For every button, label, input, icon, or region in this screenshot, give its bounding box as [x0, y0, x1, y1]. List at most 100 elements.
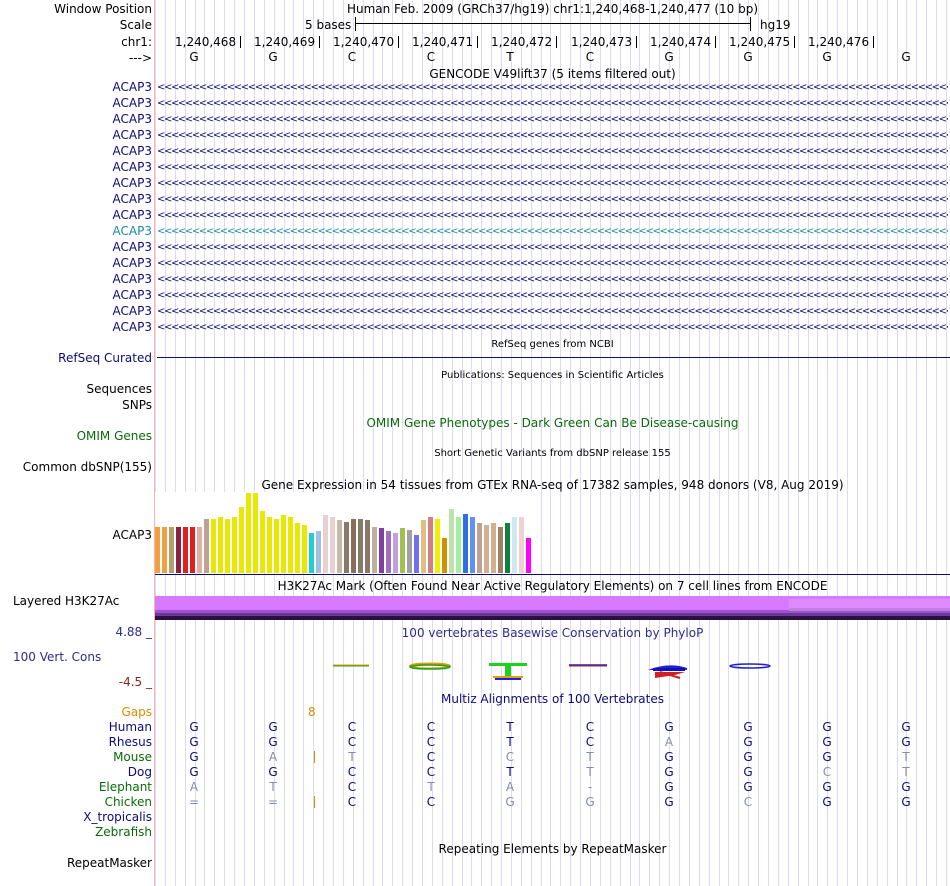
gencode-item-label[interactable]: ACAP3 — [112, 304, 152, 318]
gtex-tissue-bar[interactable] — [239, 507, 244, 573]
gtex-tissue-bar[interactable] — [344, 522, 349, 573]
gtex-tissue-bar[interactable] — [246, 493, 251, 573]
gtex-tissue-bar[interactable] — [470, 517, 475, 573]
gtex-tissue-bar[interactable] — [274, 519, 279, 573]
gtex-tissue-bar[interactable] — [225, 519, 230, 573]
gencode-item-label[interactable]: ACAP3 — [112, 208, 152, 222]
gencode-item-label[interactable]: ACAP3 — [112, 112, 152, 126]
species-label[interactable]: Zebrafish — [95, 825, 152, 839]
gencode-item-label[interactable]: ACAP3 — [112, 288, 152, 302]
gtex-tissue-bar[interactable] — [337, 520, 342, 573]
gencode-item-label[interactable]: ACAP3 — [112, 128, 152, 142]
gencode-gene-line[interactable]: <<<<<<<<<<<<<<<<<<<<<<<<<<<<<<<<<<<<<<<<… — [157, 322, 948, 333]
species-label[interactable]: Elephant — [98, 780, 152, 794]
gtex-tissue-bar[interactable] — [162, 527, 167, 573]
gencode-gene-line[interactable]: <<<<<<<<<<<<<<<<<<<<<<<<<<<<<<<<<<<<<<<<… — [157, 258, 948, 269]
gencode-item-label[interactable]: ACAP3 — [112, 160, 152, 174]
repeatmasker-label[interactable]: RepeatMasker — [66, 856, 152, 870]
gencode-gene-line[interactable]: <<<<<<<<<<<<<<<<<<<<<<<<<<<<<<<<<<<<<<<<… — [157, 146, 948, 157]
gencode-gene-line[interactable]: <<<<<<<<<<<<<<<<<<<<<<<<<<<<<<<<<<<<<<<<… — [157, 162, 948, 173]
species-label[interactable]: Dog — [127, 765, 152, 779]
gtex-tissue-bar[interactable] — [183, 527, 188, 573]
gencode-item-label[interactable]: ACAP3 — [112, 192, 152, 206]
gtex-tissue-bar[interactable] — [505, 523, 510, 573]
cons-label[interactable]: 100 Vert. Cons — [13, 650, 102, 664]
gtex-tissue-bar[interactable] — [365, 520, 370, 573]
gtex-tissue-bar[interactable] — [386, 531, 391, 573]
gencode-gene-line[interactable]: <<<<<<<<<<<<<<<<<<<<<<<<<<<<<<<<<<<<<<<<… — [157, 130, 948, 141]
gtex-tissue-bar[interactable] — [169, 527, 174, 573]
publications-snps-label[interactable]: SNPs — [122, 398, 152, 412]
gtex-tissue-bar[interactable] — [260, 511, 265, 573]
gtex-tissue-bar[interactable] — [323, 515, 328, 573]
gtex-tissue-bar[interactable] — [442, 538, 447, 573]
species-label[interactable]: Rhesus — [108, 735, 152, 749]
gtex-tissue-bar[interactable] — [218, 517, 223, 573]
gtex-tissue-bar[interactable] — [400, 528, 405, 573]
gencode-item-label[interactable]: ACAP3 — [112, 80, 152, 94]
track-image[interactable]: Human Feb. 2009 (GRCh37/hg19) chr1:1,240… — [155, 0, 950, 886]
gtex-tissue-bar[interactable] — [197, 527, 202, 573]
gtex-tissue-bar[interactable] — [491, 523, 496, 573]
h3k27ac-label[interactable]: Layered H3K27Ac — [13, 594, 120, 608]
gencode-gene-line[interactable]: <<<<<<<<<<<<<<<<<<<<<<<<<<<<<<<<<<<<<<<<… — [157, 178, 948, 189]
gtex-tissue-bar[interactable] — [232, 517, 237, 573]
gencode-gene-line[interactable]: <<<<<<<<<<<<<<<<<<<<<<<<<<<<<<<<<<<<<<<<… — [157, 98, 948, 109]
gtex-tissue-bar[interactable] — [281, 515, 286, 573]
gtex-tissue-bar[interactable] — [358, 519, 363, 573]
gtex-tissue-bar[interactable] — [435, 519, 440, 573]
gtex-tissue-bar[interactable] — [372, 527, 377, 573]
gtex-tissue-bar[interactable] — [407, 530, 412, 573]
gtex-tissue-bar[interactable] — [204, 519, 209, 573]
gtex-tissue-bar[interactable] — [428, 517, 433, 573]
cons-logo[interactable] — [155, 650, 950, 690]
gencode-gene-line[interactable]: <<<<<<<<<<<<<<<<<<<<<<<<<<<<<<<<<<<<<<<<… — [157, 210, 948, 221]
gtex-tissue-bar[interactable] — [330, 517, 335, 573]
gencode-item-label[interactable]: ACAP3 — [112, 96, 152, 110]
gencode-gene-line[interactable]: <<<<<<<<<<<<<<<<<<<<<<<<<<<<<<<<<<<<<<<<… — [157, 194, 948, 205]
gtex-tissue-bar[interactable] — [484, 525, 489, 573]
refseq-gene-line[interactable] — [157, 357, 950, 358]
dbsnp-label[interactable]: Common dbSNP(155) — [22, 460, 152, 474]
gtex-tissue-bar[interactable] — [176, 527, 181, 573]
gencode-item-label[interactable]: ACAP3 — [112, 144, 152, 158]
gtex-tissue-bar[interactable] — [512, 517, 517, 573]
gtex-tissue-bar[interactable] — [309, 533, 314, 573]
gencode-gene-line[interactable]: <<<<<<<<<<<<<<<<<<<<<<<<<<<<<<<<<<<<<<<<… — [157, 114, 948, 125]
gtex-tissue-bar[interactable] — [302, 525, 307, 573]
gencode-gene-line[interactable]: <<<<<<<<<<<<<<<<<<<<<<<<<<<<<<<<<<<<<<<<… — [157, 242, 948, 253]
gtex-tissue-bar[interactable] — [190, 527, 195, 573]
refseq-label[interactable]: RefSeq Curated — [58, 351, 152, 365]
gtex-tissue-bar[interactable] — [498, 527, 503, 573]
gencode-item-label[interactable]: ACAP3 — [112, 256, 152, 270]
gtex-tissue-bar[interactable] — [155, 527, 160, 573]
gtex-tissue-bar[interactable] — [414, 535, 419, 573]
species-label[interactable]: X_tropicalis — [83, 810, 152, 824]
gtex-tissue-bar[interactable] — [316, 531, 321, 573]
gtex-tissue-bar[interactable] — [477, 523, 482, 573]
gencode-gene-line[interactable]: <<<<<<<<<<<<<<<<<<<<<<<<<<<<<<<<<<<<<<<<… — [157, 274, 948, 285]
gencode-gene-line[interactable]: <<<<<<<<<<<<<<<<<<<<<<<<<<<<<<<<<<<<<<<<… — [157, 82, 948, 93]
gencode-item-label[interactable]: ACAP3 — [112, 224, 152, 238]
species-label[interactable]: Mouse — [113, 750, 152, 764]
gtex-gene-label[interactable]: ACAP3 — [112, 528, 152, 542]
gtex-tissue-bar[interactable] — [379, 528, 384, 573]
species-label[interactable]: Chicken — [104, 795, 152, 809]
gtex-tissue-bar[interactable] — [253, 493, 258, 573]
gtex-bar-chart[interactable] — [155, 492, 535, 573]
gencode-item-label[interactable]: ACAP3 — [112, 320, 152, 334]
gencode-gene-line[interactable]: <<<<<<<<<<<<<<<<<<<<<<<<<<<<<<<<<<<<<<<<… — [157, 226, 948, 237]
omim-label[interactable]: OMIM Genes — [76, 429, 152, 443]
gtex-tissue-bar[interactable] — [393, 533, 398, 573]
gencode-gene-line[interactable]: <<<<<<<<<<<<<<<<<<<<<<<<<<<<<<<<<<<<<<<<… — [157, 306, 948, 317]
gencode-item-label[interactable]: ACAP3 — [112, 240, 152, 254]
gtex-tissue-bar[interactable] — [463, 514, 468, 573]
gtex-tissue-bar[interactable] — [267, 517, 272, 573]
gtex-tissue-bar[interactable] — [288, 517, 293, 573]
gtex-tissue-bar[interactable] — [456, 517, 461, 573]
gtex-tissue-bar[interactable] — [351, 519, 356, 573]
gencode-gene-line[interactable]: <<<<<<<<<<<<<<<<<<<<<<<<<<<<<<<<<<<<<<<<… — [157, 290, 948, 301]
publications-sequences-label[interactable]: Sequences — [86, 382, 152, 396]
gencode-item-label[interactable]: ACAP3 — [112, 272, 152, 286]
gtex-tissue-bar[interactable] — [295, 523, 300, 573]
